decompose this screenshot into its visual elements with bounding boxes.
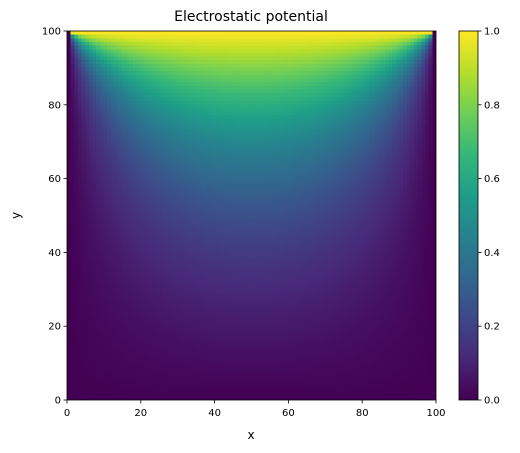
x-tick-label: 60	[282, 408, 295, 419]
colorbar-gradient	[459, 31, 478, 400]
plot-frame	[66, 30, 437, 401]
y-tick-label: 80	[48, 100, 61, 111]
plot-area	[66, 30, 437, 401]
y-tick-label: 20	[48, 322, 61, 333]
colorbar-frame	[458, 30, 479, 401]
colorbar-tick-label: 0.6	[484, 174, 500, 185]
y-tick-label: 100	[42, 27, 61, 38]
colorbar-tick-label: 1.0	[484, 27, 500, 38]
colorbar-tick-label: 0.0	[484, 396, 500, 407]
y-tick-label: 40	[48, 248, 61, 259]
y-axis-label: y	[9, 212, 23, 219]
x-axis-label: x	[247, 428, 254, 442]
colorbar-tick-label: 0.4	[484, 248, 500, 259]
y-tick-label: 0	[55, 396, 61, 407]
x-axis: 0 20 40 60 80 100	[64, 400, 446, 419]
colorbar-axis: 0.0 0.2 0.4 0.6 0.8 1.0	[478, 27, 500, 407]
potential-heatmap	[67, 31, 436, 400]
colorbar-tick-label: 0.2	[484, 322, 500, 333]
y-tick-label: 60	[48, 174, 61, 185]
y-axis: 0 20 40 60 80 100	[42, 27, 67, 407]
colorbar-tick-label: 0.8	[484, 100, 500, 111]
x-tick-label: 80	[356, 408, 369, 419]
x-tick-label: 0	[64, 408, 70, 419]
colorbar: 0.0 0.2 0.4 0.6 0.8 1.0	[458, 27, 500, 407]
chart-title: Electrostatic potential	[174, 9, 328, 25]
x-tick-label: 20	[134, 408, 147, 419]
x-tick-label: 100	[426, 408, 445, 419]
x-tick-label: 40	[208, 408, 221, 419]
